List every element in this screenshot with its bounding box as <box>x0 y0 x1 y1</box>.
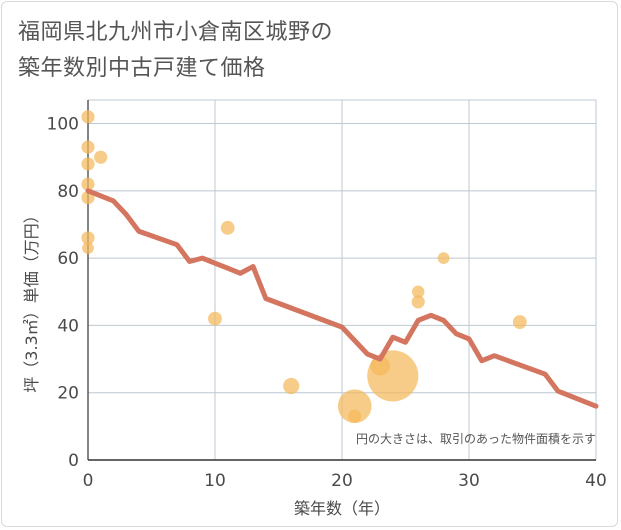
bubble-size-note: 円の大きさは、取引のあった物件面積を示す <box>356 431 596 446</box>
bubble-point-17 <box>437 252 450 265</box>
bubble-point-10 <box>283 377 300 395</box>
x-axis-label: 築年数（年） <box>294 499 390 518</box>
bubble-point-0 <box>81 110 95 124</box>
bubbles-layer <box>81 110 527 423</box>
x-tick-label-0: 0 <box>83 471 94 491</box>
x-tick-label-10: 10 <box>204 471 226 491</box>
bubble-point-9 <box>220 220 235 235</box>
chart-title-line-1: 福岡県北九州市小倉南区城野の <box>18 20 334 45</box>
y-axis-label: 坪（3.3㎡）単価（万円） <box>22 207 41 392</box>
y-tick-label-0: 0 <box>68 451 79 471</box>
trend-line <box>85 188 599 409</box>
x-tick-label-30: 30 <box>458 471 480 491</box>
bubble-point-3 <box>81 177 95 191</box>
y-tick-labels: 0 20 40 60 80 100 <box>47 115 79 471</box>
bubble-point-12 <box>348 409 362 423</box>
y-tick-label-40: 40 <box>57 316 79 336</box>
bubble-point-14 <box>367 350 419 402</box>
chart-title: 福岡県北九州市小倉南区城野の 築年数別中古戸建て価格 <box>18 15 333 87</box>
bubble-point-8 <box>208 311 222 326</box>
bubble-point-18 <box>512 315 527 329</box>
y-tick-label-60: 60 <box>57 249 79 269</box>
x-tick-label-20: 20 <box>331 471 353 491</box>
chart-title-line-2: 築年数別中古戸建て価格 <box>18 56 266 81</box>
bubble-point-7 <box>94 150 108 164</box>
bubble-point-6 <box>82 242 94 254</box>
bubble-point-5 <box>81 231 95 245</box>
bubble-point-1 <box>81 140 95 154</box>
bubble-point-16 <box>411 295 425 309</box>
y-tick-label-100: 100 <box>47 115 79 135</box>
x-tick-label-40: 40 <box>585 471 607 491</box>
bubble-point-15 <box>411 285 425 299</box>
bubble-point-11 <box>337 389 372 423</box>
bubble-point-2 <box>81 157 95 171</box>
gridlines <box>87 99 597 461</box>
y-tick-label-80: 80 <box>57 182 79 202</box>
x-tick-labels: 0 10 20 30 40 <box>83 471 607 491</box>
y-tick-label-20: 20 <box>57 384 79 404</box>
